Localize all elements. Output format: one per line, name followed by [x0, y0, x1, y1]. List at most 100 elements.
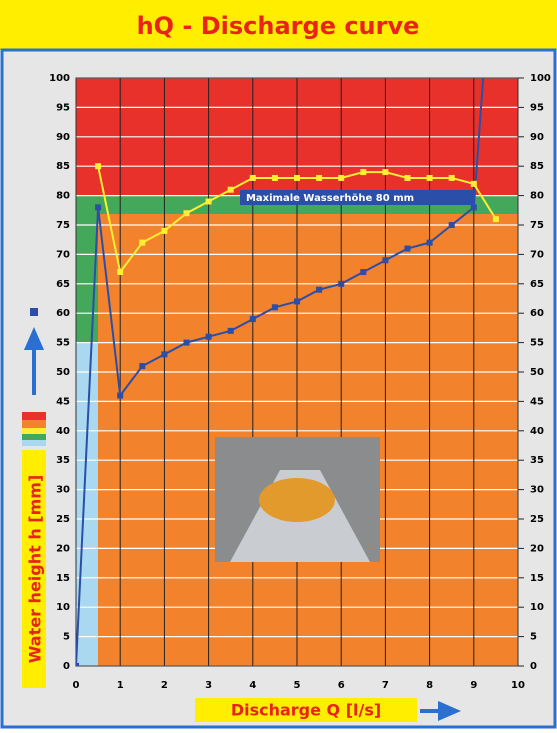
- point: [117, 269, 124, 276]
- point: [470, 204, 477, 211]
- y-tick-label: 15: [56, 573, 70, 584]
- y2-tick-label: 45: [530, 396, 544, 407]
- y-tick-label: 80: [56, 191, 70, 202]
- point: [249, 174, 256, 181]
- y2-tick-label: 25: [530, 514, 544, 525]
- point: [338, 174, 345, 181]
- x-tick-label: 0: [73, 680, 80, 691]
- point: [227, 186, 234, 193]
- point: [448, 174, 455, 181]
- swatch: [22, 412, 46, 420]
- photo-object: [259, 478, 335, 522]
- title-bar: [0, 0, 557, 50]
- chart-title: hQ - Discharge curve: [137, 12, 420, 40]
- y2-tick-label: 0: [530, 661, 537, 672]
- point: [492, 216, 499, 223]
- point: [95, 204, 102, 211]
- point: [183, 210, 190, 217]
- point: [249, 316, 256, 323]
- legend-arrow: [23, 327, 45, 395]
- swatch: [22, 428, 46, 434]
- y-tick-label: 20: [56, 543, 70, 554]
- y-tick-label: 90: [56, 132, 70, 143]
- point: [470, 180, 477, 187]
- point: [205, 198, 212, 205]
- point: [338, 280, 345, 287]
- point: [426, 239, 433, 246]
- y-tick-label: 25: [56, 514, 70, 525]
- point: [316, 286, 323, 293]
- point: [404, 174, 411, 181]
- x-tick-label: 10: [511, 680, 525, 691]
- y-tick-label: 0: [63, 661, 70, 672]
- y2-tick-label: 75: [530, 220, 544, 231]
- x-tick-label: 2: [161, 680, 168, 691]
- y2-tick-label: 80: [530, 191, 544, 202]
- point: [294, 174, 300, 181]
- point: [161, 351, 168, 358]
- y-tick-label: 35: [56, 455, 70, 466]
- y2-tick-label: 90: [530, 132, 544, 143]
- annotation-arrow: [462, 192, 475, 204]
- y2-tick-label: 30: [530, 485, 544, 496]
- x-tick-label: 9: [470, 680, 477, 691]
- point: [227, 327, 234, 334]
- legend-square: [30, 308, 38, 316]
- x-label-box: [195, 698, 417, 722]
- point: [271, 174, 278, 181]
- y2-tick-label: 60: [530, 308, 544, 319]
- point: [76, 663, 79, 666]
- x-tick-label: 6: [338, 680, 345, 691]
- point: [95, 163, 102, 170]
- y-tick-label: 60: [56, 308, 70, 319]
- point: [404, 245, 411, 252]
- point: [448, 222, 455, 228]
- y-tick-label: 95: [56, 102, 70, 113]
- point: [117, 392, 124, 399]
- x-axis-label: Discharge Q [l/s]: [231, 701, 381, 720]
- y2-tick-label: 100: [530, 73, 551, 84]
- x-tick-label: 4: [249, 680, 256, 691]
- series-line: [76, 78, 485, 666]
- y2-tick-label: 70: [530, 249, 544, 260]
- x-arrow: [420, 700, 461, 722]
- annotation: Maximale Wasserhöhe 80 mm: [246, 193, 414, 204]
- swatch: [22, 440, 46, 446]
- swatch: [22, 434, 46, 440]
- y2-tick-label: 95: [530, 102, 544, 113]
- y2-tick-label: 35: [530, 455, 544, 466]
- y2-tick-label: 55: [530, 338, 544, 349]
- y-tick-label: 45: [56, 396, 70, 407]
- y-tick-label: 70: [56, 249, 70, 260]
- band-blue: [76, 343, 98, 666]
- y-tick-label: 30: [56, 485, 70, 496]
- y2-tick-label: 5: [530, 632, 537, 643]
- y-tick-label: 10: [56, 602, 70, 613]
- plot-area: [75, 77, 519, 667]
- y2-tick-label: 65: [530, 279, 544, 290]
- point: [205, 333, 212, 340]
- y2-tick-label: 40: [530, 426, 544, 437]
- point: [294, 298, 300, 305]
- y-tick-label: 5: [63, 632, 70, 643]
- point: [183, 339, 190, 346]
- point: [360, 169, 367, 176]
- point: [426, 174, 433, 181]
- y-tick-label: 75: [56, 220, 70, 231]
- y-tick-label: 65: [56, 279, 70, 290]
- y2-tick-label: 10: [530, 602, 544, 613]
- swatch: [22, 420, 46, 428]
- y-tick-label: 100: [49, 73, 70, 84]
- x-tick-label: 7: [382, 680, 389, 691]
- y-tick-label: 50: [56, 367, 70, 378]
- point: [382, 257, 389, 264]
- point: [271, 304, 278, 311]
- annotation-box: [240, 190, 475, 205]
- y2-tick-label: 15: [530, 573, 544, 584]
- x-tick-label: 1: [117, 680, 124, 691]
- y-axis-label: Water height h [mm]: [26, 475, 45, 664]
- point: [316, 174, 323, 181]
- y2-tick-label: 20: [530, 543, 544, 554]
